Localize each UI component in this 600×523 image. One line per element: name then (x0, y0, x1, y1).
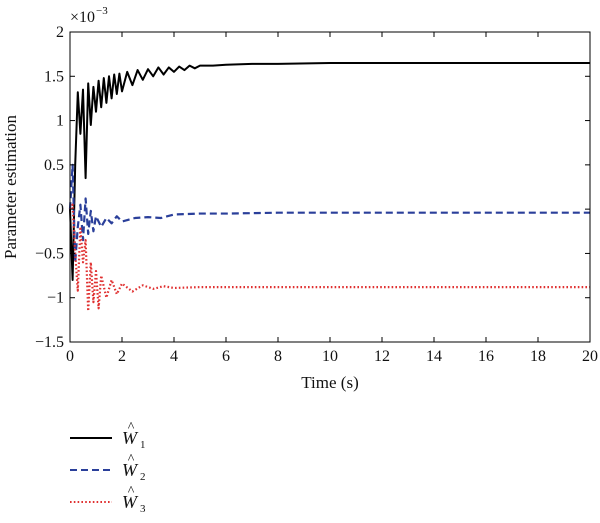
x-tick-label: 14 (426, 348, 442, 365)
x-tick-label: 8 (274, 348, 282, 365)
y-tick-label: −1 (47, 290, 64, 307)
legend-subscript-2: 2 (140, 471, 146, 483)
x-axis-label: Time (s) (301, 373, 358, 392)
legend-hat-3: ^ (128, 484, 135, 499)
x-tick-label: 18 (530, 348, 546, 365)
legend-subscript-3: 3 (140, 503, 146, 515)
y-multiplier-base: ×10 (70, 9, 95, 26)
series-line-2 (68, 163, 590, 264)
y-tick-label: 2 (56, 24, 64, 41)
series-line-3 (69, 203, 590, 313)
x-tick-label: 2 (118, 348, 126, 365)
y-tick-label: 1 (56, 113, 64, 130)
x-tick-label: 16 (478, 348, 494, 365)
y-tick-label: −1.5 (35, 334, 64, 351)
legend-subscript-1: 1 (140, 439, 146, 451)
series-line-1 (69, 62, 590, 281)
legend-label-3: W (122, 492, 139, 512)
plot-frame (69, 31, 591, 343)
plot-series (68, 62, 590, 313)
x-tick-label: 20 (582, 348, 598, 365)
legend-label-1: W (122, 428, 139, 448)
y-tick-label: 0.5 (44, 157, 64, 174)
y-multiplier-exponent: −3 (96, 5, 108, 17)
x-tick-label: 6 (222, 348, 230, 365)
x-tick-label: 0 (66, 348, 74, 365)
y-tick-label: −0.5 (35, 245, 64, 262)
legend-hat-1: ^ (128, 420, 135, 435)
y-axis-ticks: −1.5 −1 −0.5 0 0.5 1 1.5 2 (35, 24, 590, 351)
y-tick-label: 0 (56, 201, 64, 218)
x-tick-label: 4 (170, 348, 178, 365)
legend-hat-2: ^ (128, 452, 135, 467)
x-axis-ticks: 0 2 4 6 8 10 12 14 16 18 20 (66, 32, 598, 365)
x-tick-label: 12 (374, 348, 390, 365)
y-tick-label: 1.5 (44, 68, 64, 85)
legend: W^1W^2W^3 (70, 420, 146, 515)
legend-label-2: W (122, 460, 139, 480)
x-tick-label: 10 (322, 348, 338, 365)
y-axis-label: Parameter estimation (1, 115, 20, 259)
